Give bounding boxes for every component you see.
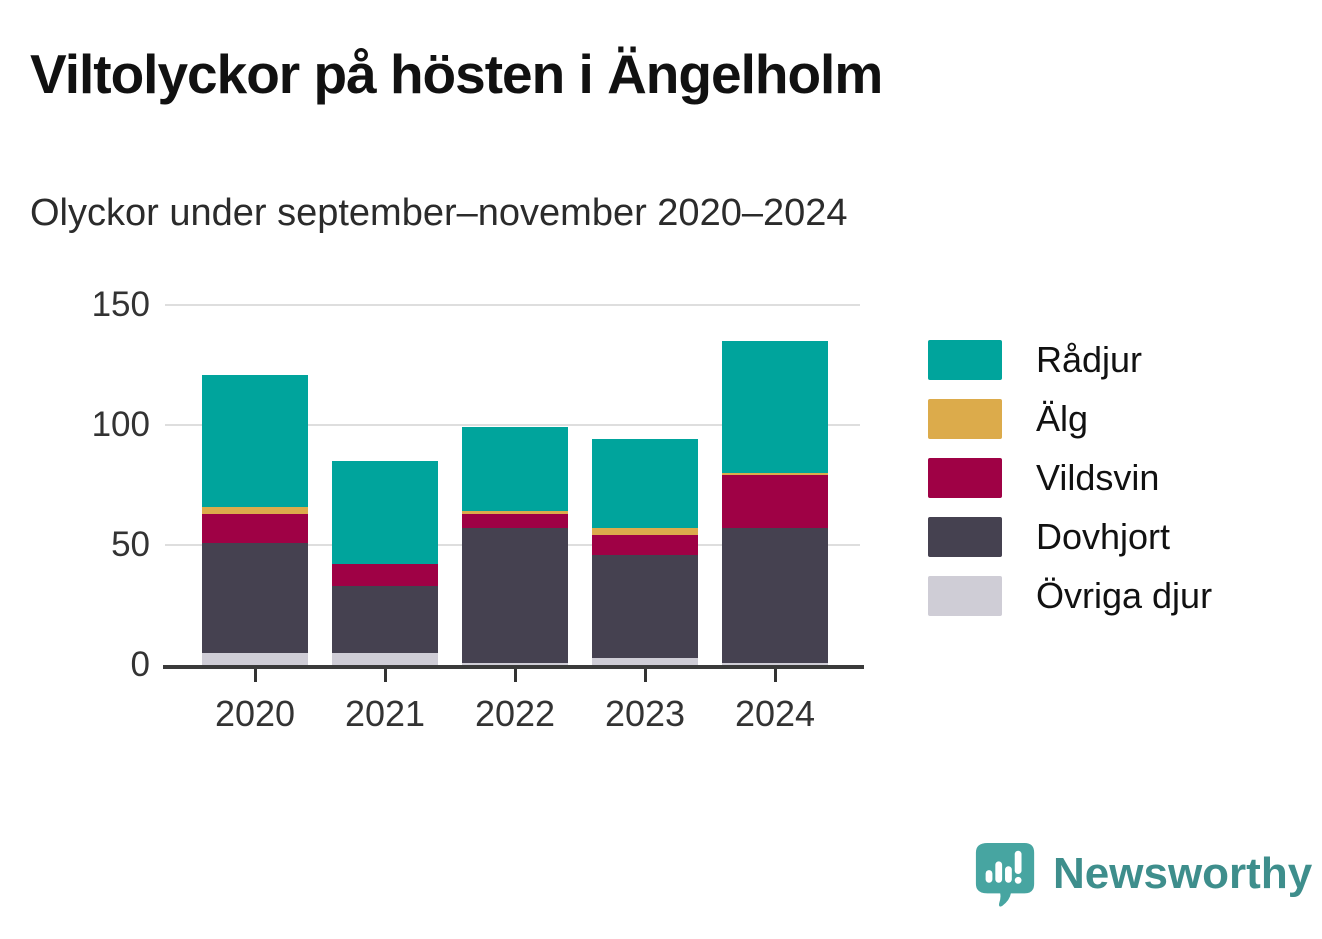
legend-label-Dovhjort: Dovhjort — [1036, 515, 1171, 557]
legend-swatch-Vildsvin — [928, 457, 1002, 498]
bar-segment-2021-Rådjur — [332, 461, 438, 565]
legend-item-Rådjur: Rådjur — [928, 330, 1212, 389]
legend-swatch-Rådjur — [928, 339, 1002, 380]
bar-segment-2022-Dovhjort — [462, 528, 568, 663]
legend-label-Rådjur: Rådjur — [1036, 338, 1143, 380]
bar-segment-2023-Vildsvin — [592, 535, 698, 555]
y-axis-label-150: 150 — [91, 285, 150, 324]
legend-item-Dovhjort: Dovhjort — [928, 507, 1212, 566]
y-axis-label-0: 0 — [130, 645, 150, 684]
x-axis-baseline — [163, 665, 864, 669]
plot-area: 2020 2021 2022 2023 2024 — [163, 304, 864, 734]
bar-segment-2023-Övriga djur — [592, 657, 698, 665]
bar-segment-2024-Älg — [722, 473, 828, 476]
legend-item-Älg: Älg — [928, 389, 1212, 448]
legend: Rådjur Älg Vildsvin Dovhjort Övriga djur — [928, 330, 1212, 625]
bar-segment-2020-Älg — [202, 506, 308, 514]
bar-segment-2024-Rådjur — [722, 341, 828, 473]
legend-label-Vildsvin: Vildsvin — [1036, 456, 1160, 498]
legend-swatch-Dovhjort — [928, 516, 1002, 557]
bar-segment-2022-Övriga djur — [462, 662, 568, 665]
gridline-100 — [165, 424, 860, 426]
bar-segment-2023-Älg — [592, 528, 698, 536]
bar-segment-2021-Dovhjort — [332, 585, 438, 653]
chart-subtitle: Olyckor under september–november 2020–20… — [30, 192, 848, 234]
bar-segment-2022-Rådjur — [462, 427, 568, 512]
x-tick-2023 — [643, 669, 647, 682]
gridline-150 — [165, 304, 860, 306]
x-tick-2020 — [253, 669, 257, 682]
bar-segment-2023-Rådjur — [592, 439, 698, 529]
y-axis: 0 50 100 150 — [40, 287, 150, 683]
bar-segment-2021-Vildsvin — [332, 564, 438, 586]
bar-segment-2020-Rådjur — [202, 374, 308, 507]
bar-segment-2020-Övriga djur — [202, 653, 308, 665]
legend-label-Övriga djur: Övriga djur — [1036, 574, 1213, 616]
bar-segment-2020-Vildsvin — [202, 513, 308, 543]
y-axis-label-50: 50 — [111, 525, 150, 564]
x-axis-label-2020: 2020 — [214, 693, 296, 734]
x-axis-label-2022: 2022 — [474, 693, 556, 734]
x-tick-2021 — [383, 669, 387, 682]
x-axis-label-2024: 2024 — [734, 693, 816, 734]
legend-label-Älg: Älg — [1036, 397, 1089, 439]
x-axis-label-2023: 2023 — [604, 693, 686, 734]
bar-segment-2022-Älg — [462, 511, 568, 514]
bar-segment-2021-Övriga djur — [332, 653, 438, 665]
brand-footer: Newsworthy — [973, 840, 1312, 908]
newsworthy-logo-text: Newsworthy — [1053, 849, 1313, 898]
bar-segment-2023-Dovhjort — [592, 554, 698, 658]
newsworthy-logo-icon — [975, 842, 1035, 907]
x-tick-2022 — [513, 669, 517, 682]
chart-title: Viltolyckor på hösten i Ängelholm — [30, 43, 883, 105]
bar-segment-2024-Övriga djur — [722, 662, 828, 665]
bar-segment-2024-Vildsvin — [722, 475, 828, 529]
x-axis-label-2021: 2021 — [344, 693, 426, 734]
bar-segment-2020-Dovhjort — [202, 542, 308, 653]
legend-swatch-Övriga djur — [928, 575, 1002, 616]
legend-item-Vildsvin: Vildsvin — [928, 448, 1212, 507]
bar-segment-2022-Vildsvin — [462, 513, 568, 529]
legend-item-Övriga djur: Övriga djur — [928, 566, 1212, 625]
bar-segment-2024-Dovhjort — [722, 528, 828, 663]
y-axis-label-100: 100 — [91, 405, 150, 444]
legend-swatch-Älg — [928, 398, 1002, 439]
x-tick-2024 — [773, 669, 777, 682]
